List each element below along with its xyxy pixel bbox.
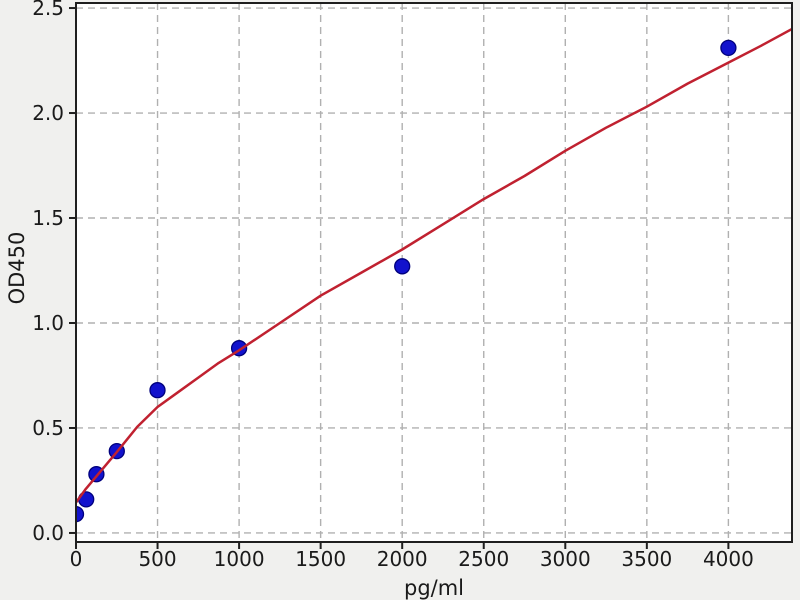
y-tick-label: 1.5 xyxy=(32,206,64,230)
y-axis-label: OD450 xyxy=(5,231,29,305)
x-axis-label: pg/ml xyxy=(403,576,465,600)
data-point xyxy=(149,382,166,399)
y-tick-label: 0.5 xyxy=(32,416,64,440)
x-tick-label: 1000 xyxy=(214,547,265,571)
axes-spines xyxy=(75,2,793,543)
y-tick-label: 2.5 xyxy=(32,0,64,20)
data-point xyxy=(76,505,85,523)
plot-area: 0 500 1000 1500 2000 2500 3000 3500 4000 0.0 0.5 1.… xyxy=(32,0,793,571)
y-tick-label: 0.0 xyxy=(32,521,64,545)
x-tick-label: 2000 xyxy=(377,547,428,571)
x-tick-label: 3500 xyxy=(621,547,672,571)
data-point xyxy=(720,39,737,57)
y-tick-label: 1.0 xyxy=(32,311,64,335)
x-tick-label: 500 xyxy=(138,547,176,571)
data-point xyxy=(394,258,411,275)
x-tick-label: 1500 xyxy=(295,547,346,571)
x-tick-label: 4000 xyxy=(703,547,754,571)
x-tick-label: 0 xyxy=(70,547,83,571)
x-tick-label: 2500 xyxy=(458,547,509,571)
fit-curve xyxy=(76,27,792,504)
x-tick-label: 3000 xyxy=(540,547,591,571)
y-tick-label: 2.0 xyxy=(32,101,64,125)
standard-points-group xyxy=(76,39,737,523)
plot-background xyxy=(76,3,792,542)
